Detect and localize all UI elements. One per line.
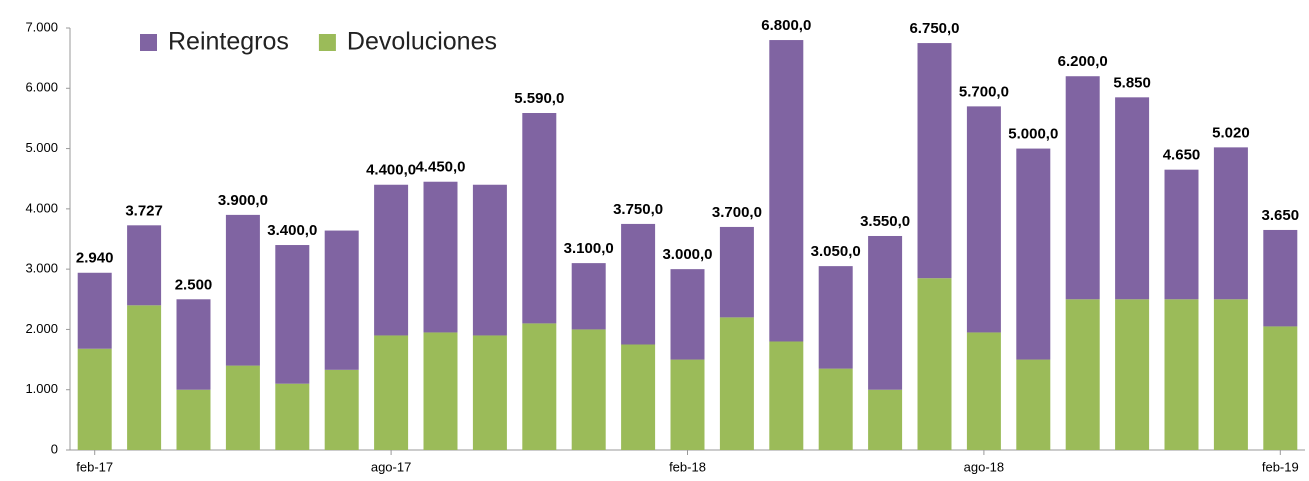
bar-segment bbox=[868, 389, 903, 450]
legend-label: Reintegros bbox=[168, 28, 289, 56]
x-tick-label: ago-18 bbox=[964, 459, 1004, 474]
bar-segment bbox=[719, 317, 754, 450]
total-label: 5.850 bbox=[1113, 74, 1151, 91]
total-label: 5.020 bbox=[1212, 124, 1250, 141]
bar-segment bbox=[670, 359, 705, 450]
bar-segment bbox=[423, 332, 458, 450]
legend-label: Devoluciones bbox=[347, 28, 497, 56]
total-label: 6.750,0 bbox=[909, 20, 959, 37]
bar-segment bbox=[571, 329, 606, 450]
bar-segment bbox=[1016, 359, 1051, 450]
total-label: 3.100,0 bbox=[564, 240, 614, 257]
bar-segment bbox=[1115, 299, 1150, 450]
total-label: 3.650 bbox=[1262, 207, 1300, 224]
bar-segment bbox=[127, 305, 162, 450]
y-tick-label: 5.000 bbox=[25, 140, 58, 155]
x-tick-label: feb-19 bbox=[1262, 459, 1299, 474]
bar-segment bbox=[522, 113, 557, 324]
bar-segment bbox=[769, 341, 804, 450]
bar-segment bbox=[522, 323, 557, 450]
y-tick-label: 0 bbox=[51, 441, 58, 456]
bar-segment bbox=[176, 389, 211, 450]
total-label: 5.000,0 bbox=[1008, 126, 1058, 143]
total-label: 3.750,0 bbox=[613, 201, 663, 218]
bar-segment bbox=[374, 335, 409, 450]
bar-segment bbox=[1263, 229, 1298, 327]
bar-segment bbox=[225, 214, 260, 366]
y-tick-label: 6.000 bbox=[25, 80, 58, 95]
bar-segment bbox=[275, 383, 310, 450]
bar-segment bbox=[1164, 299, 1199, 450]
bar-segment bbox=[1016, 148, 1051, 360]
y-tick-label: 7.000 bbox=[25, 19, 58, 34]
bar-segment bbox=[621, 344, 656, 450]
total-label: 5.700,0 bbox=[959, 83, 1009, 100]
bar-segment bbox=[275, 245, 310, 384]
bar-segment bbox=[423, 181, 458, 333]
y-tick-label: 2.000 bbox=[25, 321, 58, 336]
bar-segment bbox=[917, 43, 952, 279]
legend-swatch bbox=[140, 34, 157, 51]
x-tick-label: feb-17 bbox=[76, 459, 113, 474]
bar-segment bbox=[324, 369, 359, 450]
total-label: 6.200,0 bbox=[1058, 53, 1108, 70]
total-label: 3.900,0 bbox=[218, 192, 268, 209]
bar-segment bbox=[127, 225, 162, 306]
y-tick-label: 4.000 bbox=[25, 200, 58, 215]
bar-segment bbox=[1065, 76, 1100, 300]
bar-segment bbox=[621, 223, 656, 345]
x-tick-label: ago-17 bbox=[371, 459, 411, 474]
bar-segment bbox=[225, 365, 260, 450]
bar-segment bbox=[324, 230, 359, 370]
total-label: 3.700,0 bbox=[712, 204, 762, 221]
bar-segment bbox=[769, 40, 804, 342]
y-tick-label: 3.000 bbox=[25, 261, 58, 276]
bar-segment bbox=[818, 368, 853, 450]
bar-segment bbox=[77, 348, 112, 450]
total-label: 6.800,0 bbox=[761, 17, 811, 34]
bar-segment bbox=[1164, 169, 1199, 300]
total-label: 2.940 bbox=[76, 250, 114, 267]
legend-swatch bbox=[318, 34, 336, 51]
bar-segment bbox=[1213, 147, 1248, 300]
bar-segment bbox=[1065, 299, 1100, 450]
x-tick-label: feb-18 bbox=[669, 459, 706, 474]
total-label: 4.650 bbox=[1163, 147, 1201, 164]
bar-segment bbox=[670, 269, 705, 360]
bar-segment bbox=[1263, 326, 1298, 450]
bar-segment bbox=[966, 106, 1001, 333]
bar-segment bbox=[966, 332, 1001, 450]
total-label: 3.000,0 bbox=[662, 246, 712, 263]
bar-segment bbox=[868, 235, 903, 390]
bar-segment bbox=[818, 266, 853, 369]
bar-segment bbox=[374, 184, 409, 336]
total-label: 5.590,0 bbox=[514, 90, 564, 107]
bar-segment bbox=[176, 299, 211, 390]
total-label: 3.050,0 bbox=[811, 243, 861, 260]
total-label: 4.400,0 bbox=[366, 162, 416, 179]
total-label: 3.727 bbox=[125, 202, 163, 219]
bar-segment bbox=[472, 335, 507, 450]
total-label: 2.500 bbox=[175, 276, 213, 293]
bar-segment bbox=[917, 278, 952, 450]
y-tick-label: 1.000 bbox=[25, 381, 58, 396]
bar-segment bbox=[77, 272, 112, 349]
total-label: 4.450,0 bbox=[415, 159, 465, 176]
bar-segment bbox=[1115, 97, 1150, 300]
total-label: 3.550,0 bbox=[860, 213, 910, 230]
bar-segment bbox=[571, 263, 606, 330]
bar-segment bbox=[719, 226, 754, 318]
total-label: 3.400,0 bbox=[267, 222, 317, 239]
bar-segment bbox=[1213, 299, 1248, 450]
bar-segment bbox=[472, 184, 507, 336]
